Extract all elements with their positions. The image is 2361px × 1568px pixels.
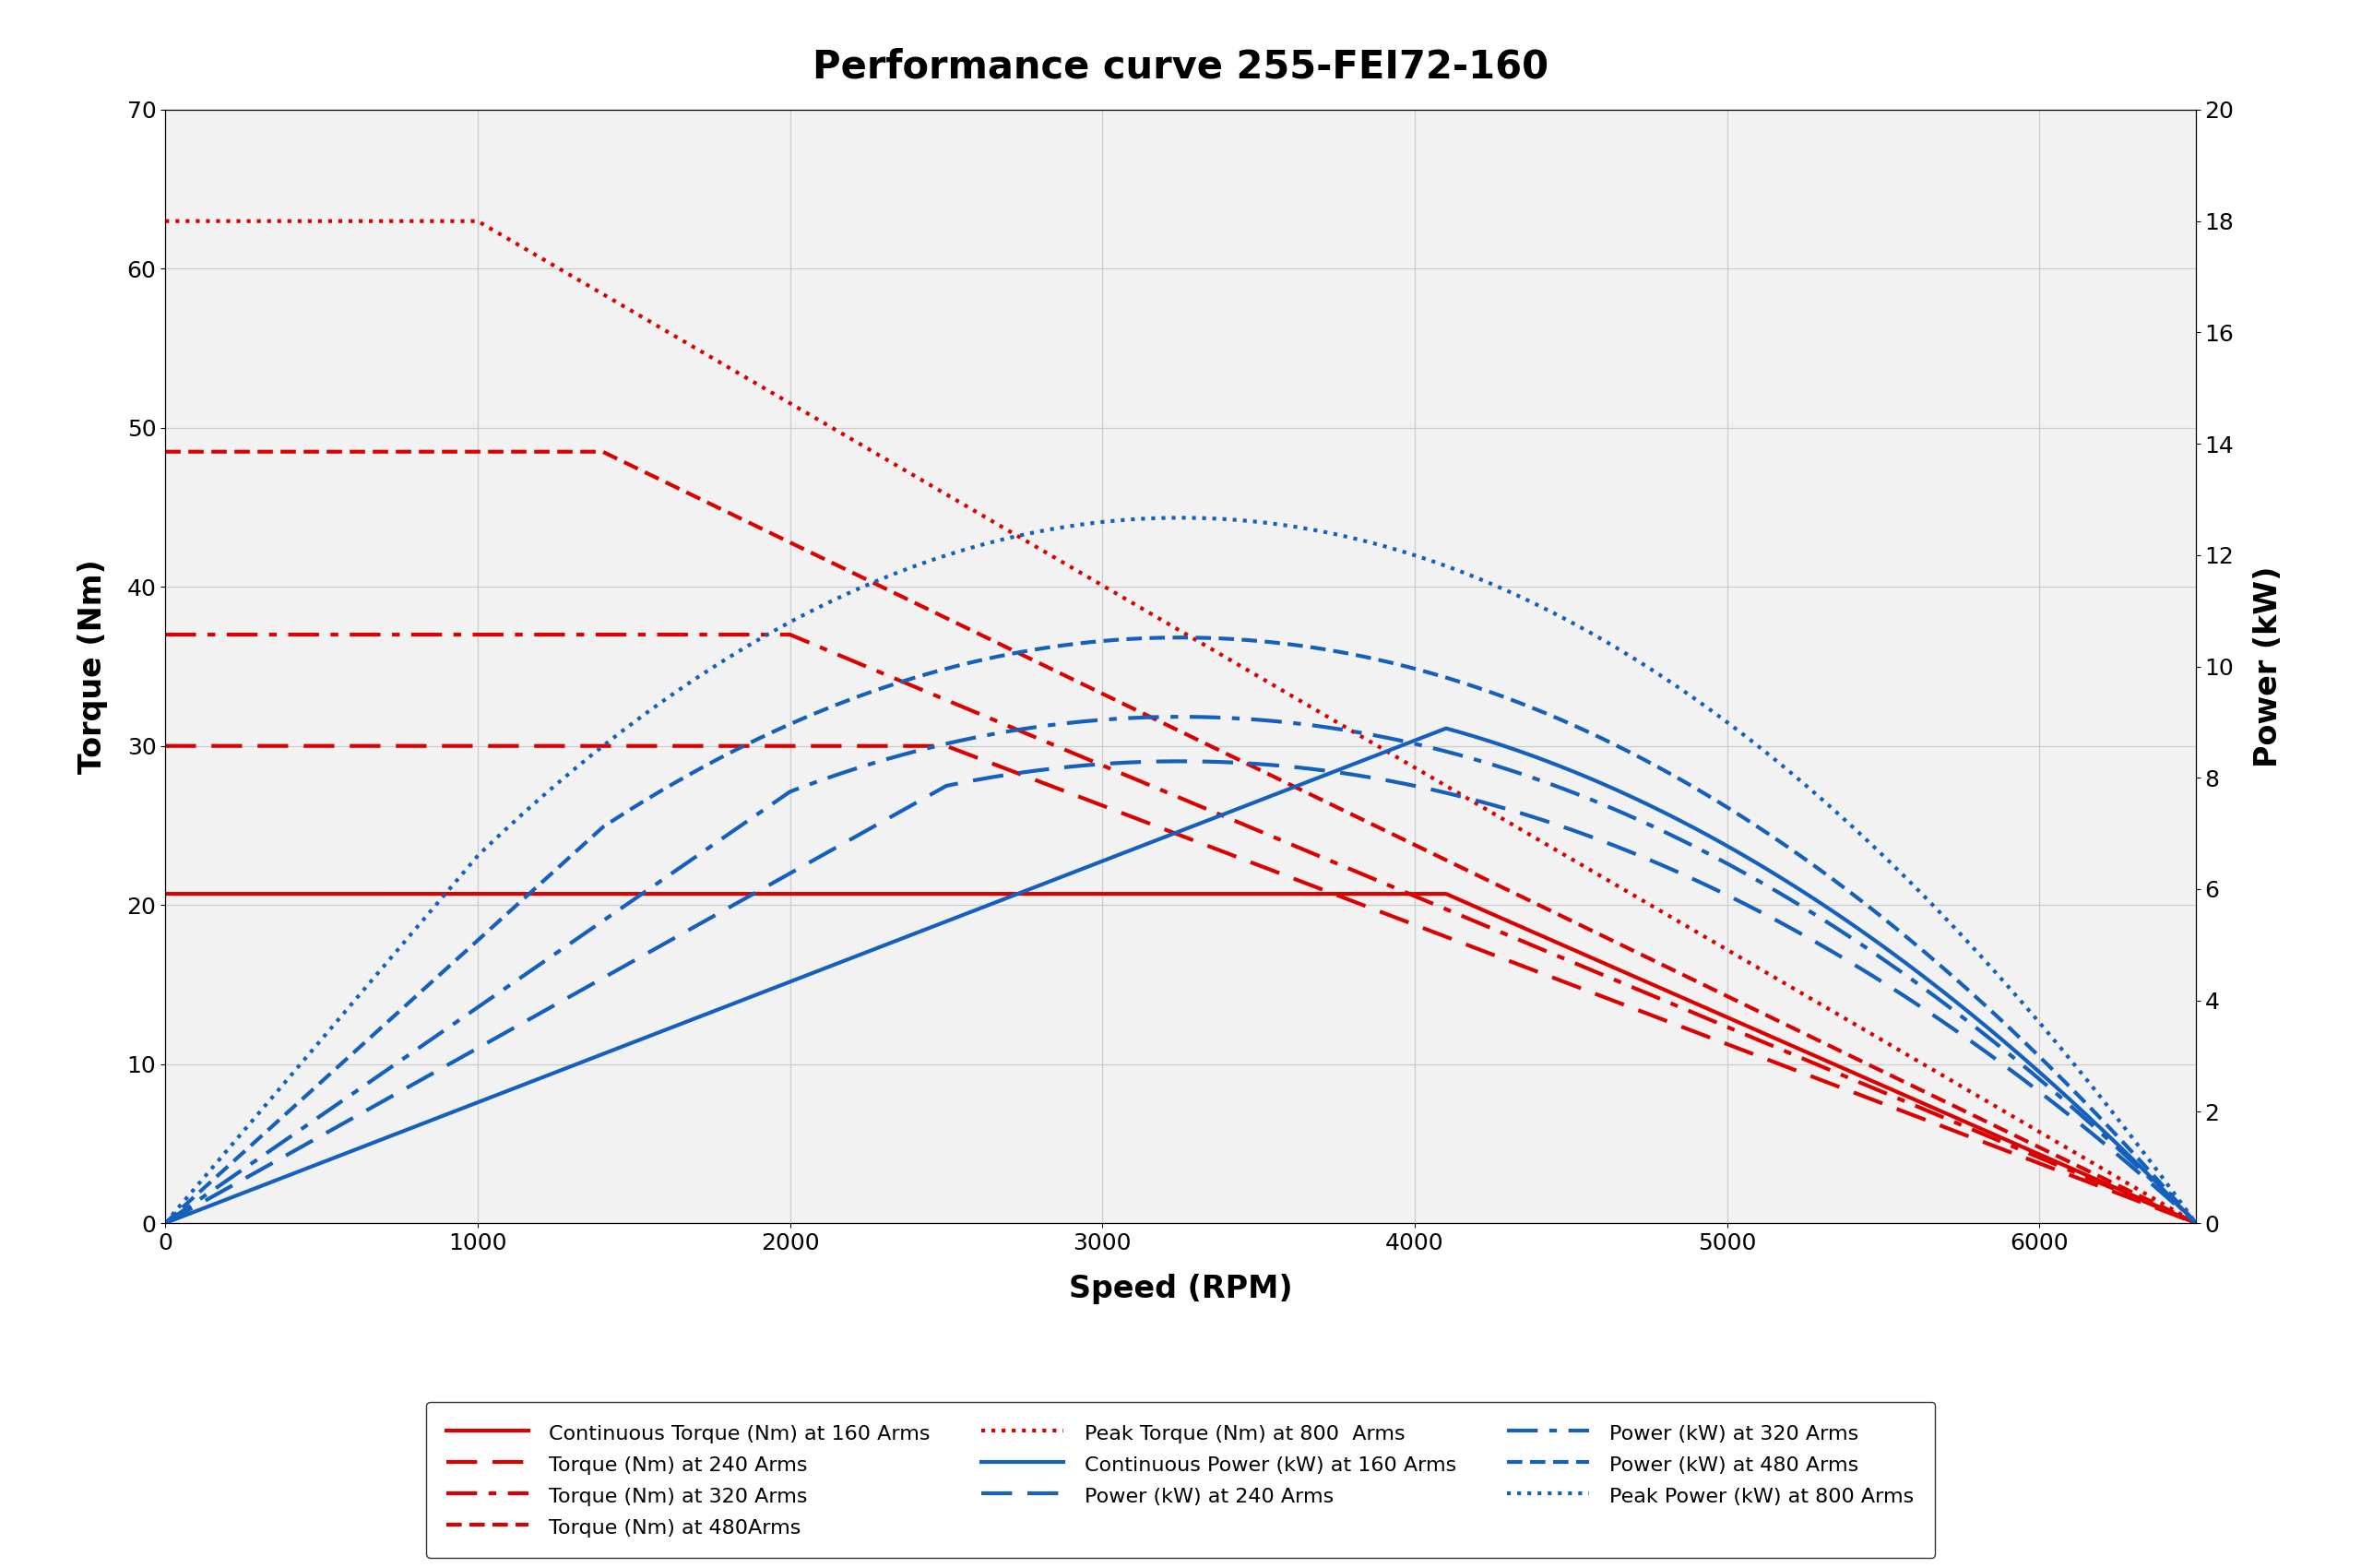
Y-axis label: Torque (Nm): Torque (Nm) xyxy=(78,560,109,773)
X-axis label: Speed (RPM): Speed (RPM) xyxy=(1070,1273,1291,1305)
Legend: Continuous Torque (Nm) at 160 Arms, Torque (Nm) at 240 Arms, Torque (Nm) at 320 : Continuous Torque (Nm) at 160 Arms, Torq… xyxy=(425,1402,1936,1557)
Title: Performance curve 255-FEI72-160: Performance curve 255-FEI72-160 xyxy=(812,47,1549,86)
Y-axis label: Power (kW): Power (kW) xyxy=(2252,566,2283,767)
